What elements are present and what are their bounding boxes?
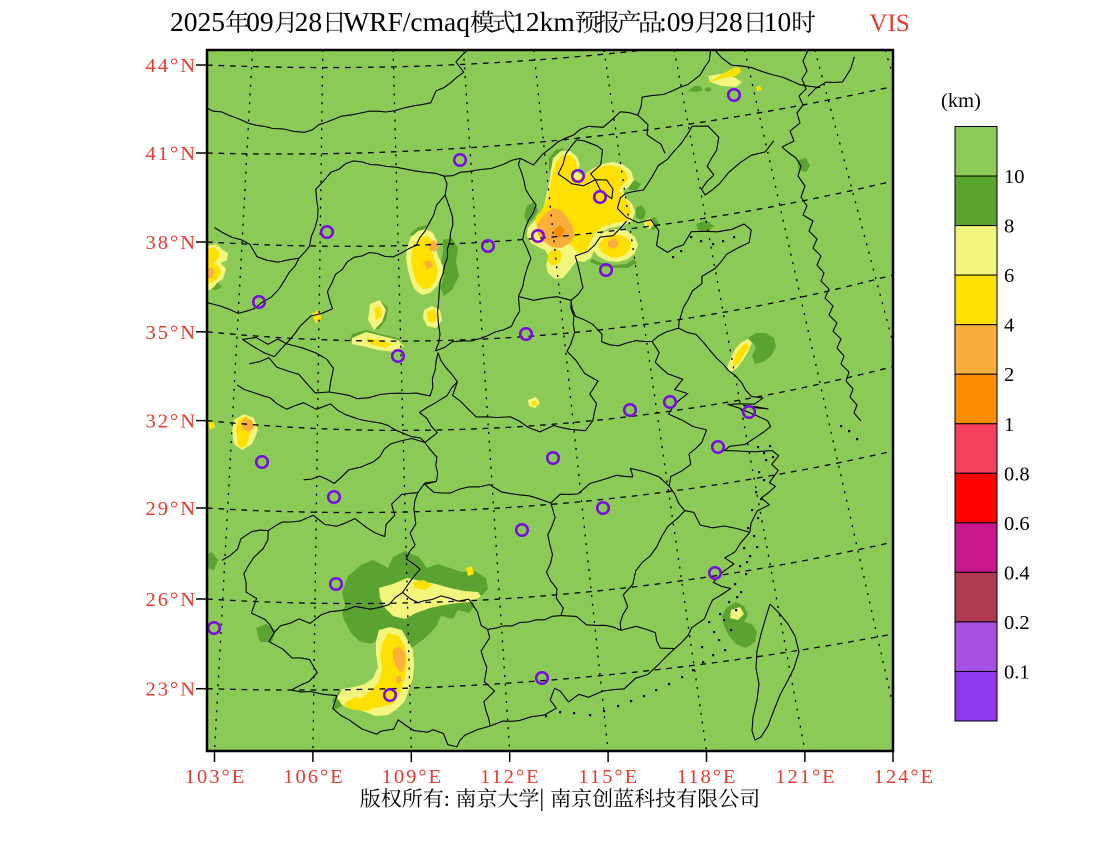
svg-text:28: 28 <box>295 6 323 37</box>
svg-text:VIS: VIS <box>869 10 909 37</box>
svg-text:0.8: 0.8 <box>1004 463 1030 485</box>
svg-text:12km: 12km <box>512 6 575 37</box>
svg-text:106°E: 106°E <box>283 766 344 788</box>
svg-text:23°N: 23°N <box>146 679 198 701</box>
svg-text:26°N: 26°N <box>146 589 198 611</box>
svg-text:8: 8 <box>1004 216 1014 238</box>
svg-text:2: 2 <box>1004 364 1014 386</box>
svg-text:09: 09 <box>667 6 695 37</box>
svg-text:0.2: 0.2 <box>1004 612 1030 634</box>
svg-text:121°E: 121°E <box>775 766 836 788</box>
svg-text:0.4: 0.4 <box>1004 562 1030 584</box>
svg-text:0.1: 0.1 <box>1004 662 1030 684</box>
svg-text:103°E: 103°E <box>185 766 246 788</box>
svg-text:10: 10 <box>1004 166 1025 188</box>
svg-text::: : <box>444 786 450 811</box>
svg-text:10: 10 <box>764 6 792 37</box>
svg-text:124°E: 124°E <box>874 766 935 788</box>
svg-text:|: | <box>539 786 544 812</box>
svg-text::: : <box>659 6 667 37</box>
svg-text:29°N: 29°N <box>146 498 198 520</box>
svg-text:112°E: 112°E <box>480 766 541 788</box>
svg-text:6: 6 <box>1004 265 1014 287</box>
svg-text:118°E: 118°E <box>677 766 738 788</box>
svg-text:4: 4 <box>1004 315 1014 337</box>
svg-text:(km): (km) <box>941 90 981 112</box>
svg-text:32°N: 32°N <box>146 411 198 433</box>
svg-text:28: 28 <box>715 6 743 37</box>
svg-text:38°N: 38°N <box>146 232 198 254</box>
svg-text:35°N: 35°N <box>146 322 198 344</box>
svg-text:44°N: 44°N <box>146 55 198 77</box>
svg-text:115°E: 115°E <box>578 766 639 788</box>
svg-text:09: 09 <box>246 6 274 37</box>
svg-text:2025: 2025 <box>170 6 225 37</box>
svg-text:0.6: 0.6 <box>1004 513 1030 535</box>
svg-text:109°E: 109°E <box>382 766 443 788</box>
svg-text:WRF/cmaq: WRF/cmaq <box>343 6 470 37</box>
svg-text:41°N: 41°N <box>146 143 198 165</box>
svg-text:1: 1 <box>1004 414 1014 436</box>
